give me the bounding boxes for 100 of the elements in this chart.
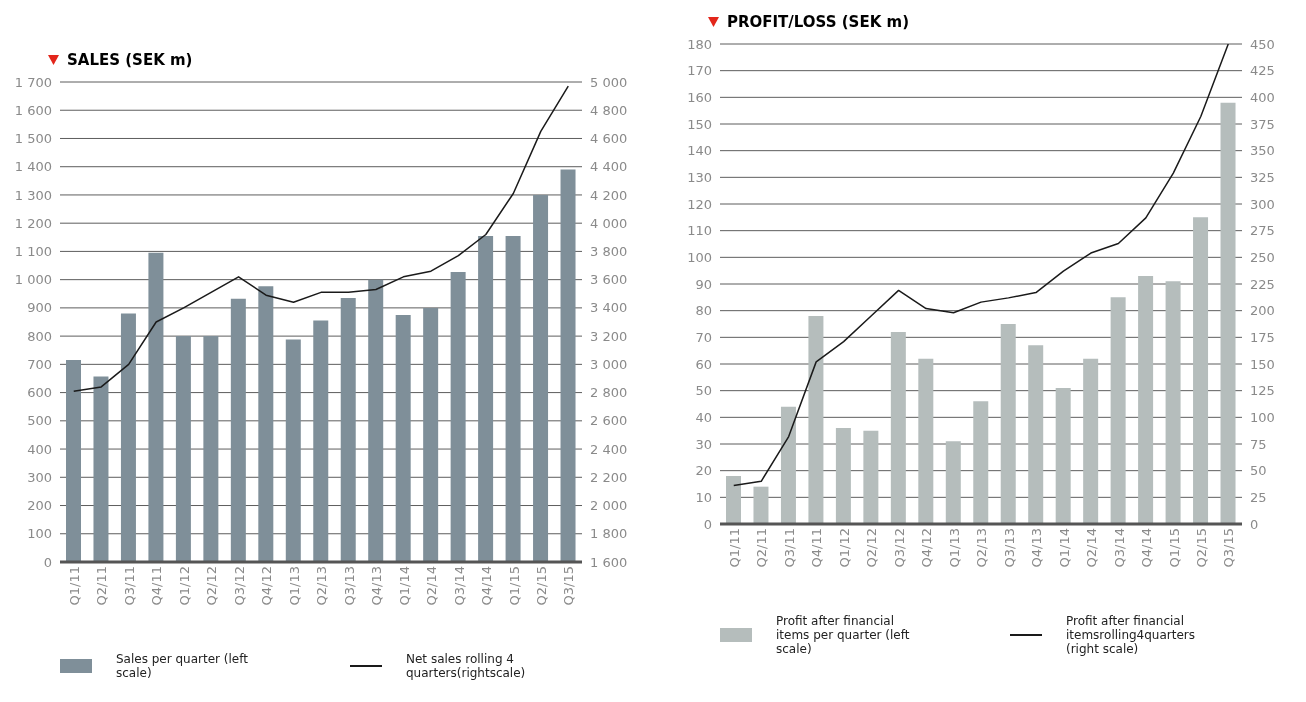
x-tick-label: Q4/11	[149, 566, 165, 606]
y2-tick-label: 300	[1250, 196, 1275, 212]
y2-tick-label: 2 400	[590, 441, 628, 457]
x-tick-label: Q2/12	[204, 566, 220, 606]
chart-title: PROFIT/LOSS (SEK m)	[727, 13, 909, 31]
y2-tick-label: 125	[1250, 383, 1275, 399]
y2-tick-label: 150	[1250, 356, 1275, 372]
x-tick-label: Q3/12	[231, 566, 247, 606]
y-tick-label: 0	[703, 516, 712, 532]
bar	[533, 194, 549, 562]
y-tick-label: 140	[687, 143, 712, 159]
y-tick-label: 180	[687, 36, 712, 52]
bar	[175, 336, 191, 562]
y2-tick-label: 0	[1250, 516, 1259, 532]
x-tick-label: Q4/14	[479, 566, 495, 606]
y-tick-label: 100	[27, 526, 52, 542]
y2-tick-label: 175	[1250, 329, 1275, 345]
bar	[726, 476, 741, 524]
y2-tick-label: 25	[1250, 489, 1267, 505]
bar	[203, 336, 219, 562]
y-tick-label: 90	[695, 276, 712, 292]
bar	[808, 316, 824, 524]
line-series	[72, 85, 570, 392]
y-tick-label: 1 300	[14, 187, 52, 203]
x-tick-label: Q1/14	[1056, 528, 1072, 568]
line-series	[732, 44, 1230, 487]
x-tick-label: Q2/13	[314, 566, 330, 606]
bar	[1083, 358, 1099, 524]
x-tick-label: Q4/11	[809, 528, 825, 568]
x-tick-label: Q3/14	[1111, 528, 1127, 568]
y2-tick-label: 2 000	[590, 498, 628, 514]
x-tick-label: Q1/15	[1166, 528, 1182, 568]
y2-tick-label: 450	[1250, 36, 1275, 52]
y-tick-label: 30	[695, 436, 712, 452]
x-tick-label: Q4/12	[919, 528, 935, 568]
y2-tick-label: 3 000	[590, 356, 628, 372]
bar	[945, 441, 961, 524]
x-tick-label: Q3/15	[561, 566, 577, 606]
y2-tick-label: 3 800	[590, 244, 628, 260]
y2-tick-label: 200	[1250, 303, 1275, 319]
y2-tick-label: 5 000	[590, 74, 628, 90]
bar	[395, 314, 411, 562]
x-tick-label: Q2/11	[94, 566, 110, 606]
x-tick-label: Q2/14	[1084, 528, 1100, 568]
x-tick-label: Q2/13	[974, 528, 990, 568]
y2-tick-label: 100	[1250, 409, 1275, 425]
chart-title: SALES (SEK m)	[67, 51, 193, 69]
bar	[1110, 297, 1126, 524]
bar	[835, 428, 851, 524]
x-tick-label: Q2/15	[1194, 528, 1210, 568]
y-tick-label: 10	[695, 489, 712, 505]
bar	[450, 272, 466, 562]
y-tick-label: 900	[27, 300, 52, 316]
y2-tick-label: 3 600	[590, 272, 628, 288]
bar	[423, 307, 439, 562]
x-tick-label: Q3/15	[1221, 528, 1237, 568]
x-tick-label: Q1/14	[396, 566, 412, 606]
y-tick-label: 800	[27, 328, 52, 344]
y2-tick-label: 400	[1250, 89, 1275, 105]
y2-tick-label: 2 600	[590, 413, 628, 429]
bar	[148, 252, 164, 562]
legend-label: Profit after financial itemsrolling4quarters (right scale)	[1066, 614, 1197, 656]
bar	[66, 360, 81, 562]
y2-tick-label: 350	[1250, 143, 1275, 159]
y-tick-label: 400	[27, 441, 52, 457]
y2-tick-label: 325	[1250, 169, 1275, 185]
x-tick-label: Q1/15	[506, 566, 522, 606]
bar	[505, 235, 521, 562]
bar	[368, 279, 384, 562]
x-tick-label: Q1/13	[946, 528, 962, 568]
y2-tick-label: 4 800	[590, 102, 628, 118]
y2-tick-label: 2 200	[590, 469, 628, 485]
bar	[285, 339, 301, 562]
y-tick-label: 70	[695, 329, 712, 345]
bar	[780, 406, 796, 524]
bar	[1220, 102, 1236, 524]
x-tick-label: Q2/12	[864, 528, 880, 568]
y-tick-label: 80	[695, 303, 712, 319]
x-tick-label: Q3/13	[341, 566, 357, 606]
x-tick-label: Q3/11	[781, 528, 797, 568]
bar	[1028, 345, 1044, 524]
y-tick-label: 1 100	[14, 244, 52, 260]
bar	[1165, 281, 1181, 524]
y2-tick-label: 275	[1250, 223, 1275, 239]
x-tick-label: Q3/12	[891, 528, 907, 568]
x-tick-label: Q3/13	[1001, 528, 1017, 568]
bar	[560, 169, 576, 562]
y-tick-label: 1 500	[14, 131, 52, 147]
x-tick-label: Q4/13	[369, 566, 385, 606]
x-tick-label: Q1/12	[176, 566, 192, 606]
y-tick-label: 110	[687, 223, 712, 239]
y2-tick-label: 4 400	[590, 159, 628, 175]
y-tick-label: 1 700	[14, 74, 52, 90]
bar	[230, 298, 246, 562]
bar	[313, 320, 329, 562]
y2-tick-label: 250	[1250, 249, 1275, 265]
bar	[1193, 217, 1209, 524]
bar	[863, 430, 879, 524]
y2-tick-label: 1 800	[590, 526, 628, 542]
y-tick-label: 100	[687, 249, 712, 265]
